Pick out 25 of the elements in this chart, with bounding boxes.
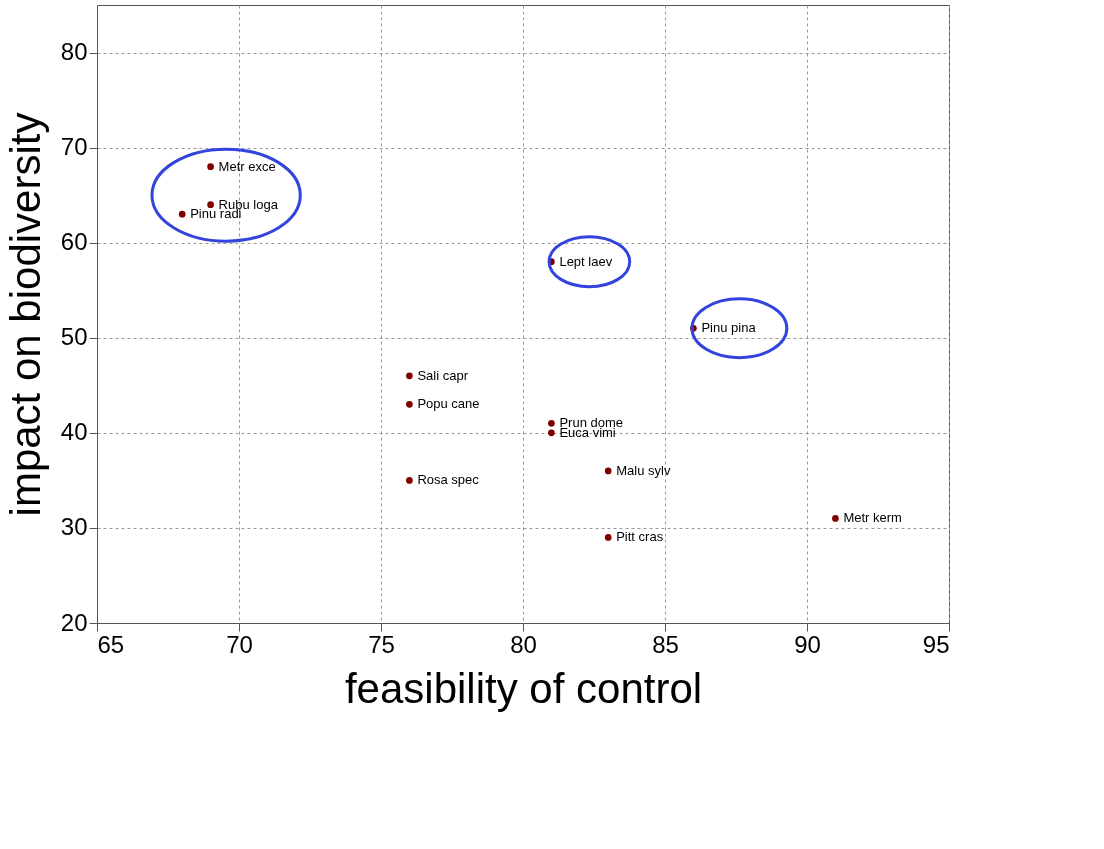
annotation: Popu cane: [417, 396, 480, 412]
x-tick-label: 75: [368, 630, 395, 658]
x-axis-title: feasibility of control: [344, 664, 703, 712]
y-tick-label: 20: [60, 608, 88, 636]
y-axis-title: impact on biodiversity: [1, 112, 49, 517]
annotation: Pinu pina: [701, 320, 757, 336]
x-tick-label: 70: [226, 630, 253, 658]
y-tick-label: 80: [60, 38, 88, 66]
annotation: Pitt cras: [616, 529, 664, 545]
x-tick-label: 95: [922, 630, 950, 658]
x-tick-label: 65: [97, 630, 125, 658]
x-tick-label: 90: [794, 630, 821, 658]
x-tick-label: 85: [652, 630, 679, 658]
annotation: Lept laev: [559, 253, 613, 269]
annotation: Metr exce: [218, 158, 276, 174]
annotation: Metr kerm: [843, 510, 902, 526]
annotation: Sali capr: [417, 367, 469, 383]
y-tick-label: 70: [60, 133, 88, 161]
y-tick-label: 40: [60, 418, 88, 446]
annotation: Malu sylv: [616, 462, 671, 478]
y-tick-label: 30: [60, 513, 88, 541]
y-tick-label: 60: [60, 228, 88, 256]
annotation: Rosa spec: [417, 472, 480, 488]
x-tick-label: 80: [510, 630, 537, 658]
y-tick-label: 50: [60, 323, 88, 351]
